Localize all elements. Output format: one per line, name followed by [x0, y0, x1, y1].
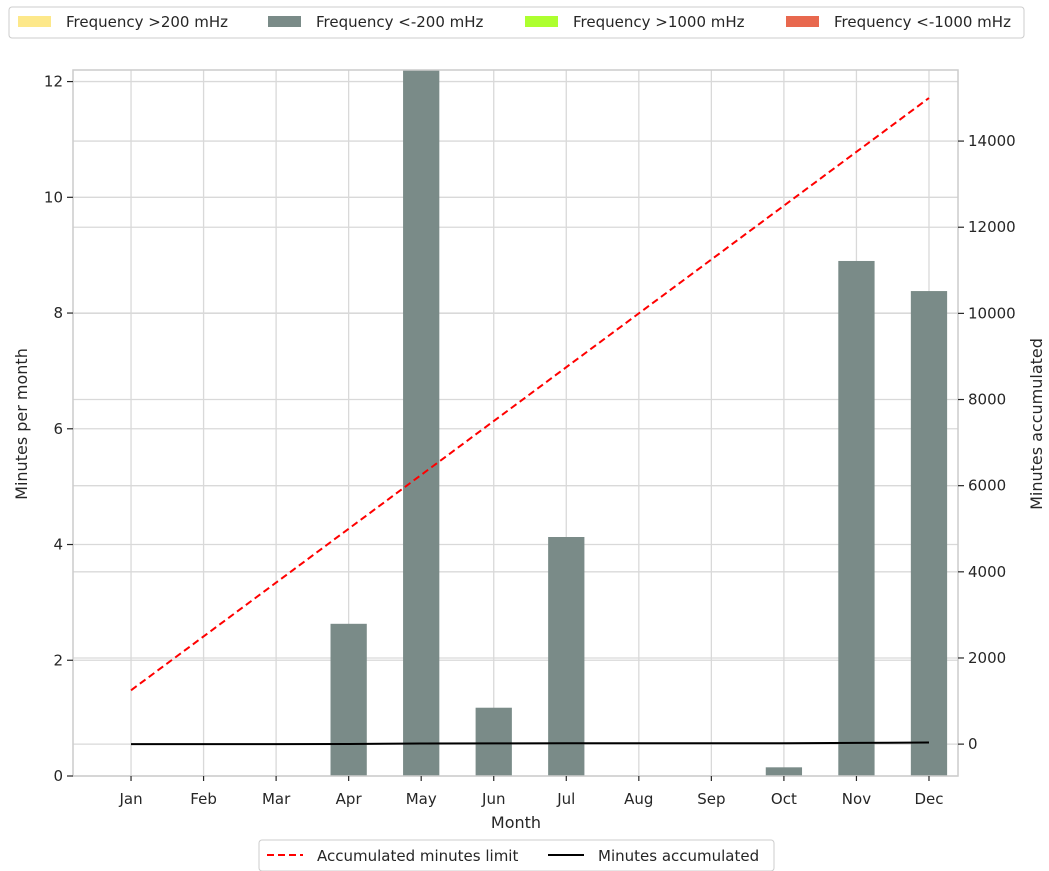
x-tick-label: Sep — [697, 790, 725, 808]
plot-frame — [72, 69, 959, 777]
y2-axis-title: Minutes accumulated — [1027, 338, 1046, 510]
legend-label: Frequency >1000 mHz — [573, 13, 745, 31]
legend-label: Frequency <-200 mHz — [316, 13, 484, 31]
series-line — [131, 741, 929, 746]
x-tick-label: Jul — [556, 790, 575, 808]
legend-label: Frequency >200 mHz — [66, 13, 228, 31]
bar — [475, 707, 512, 776]
y2-tick-label: 4000 — [968, 563, 1006, 581]
x-tick-label: Oct — [771, 790, 797, 808]
bar — [403, 70, 440, 776]
y2-tick-label: 8000 — [968, 391, 1006, 409]
x-axis-title: Month — [491, 813, 541, 832]
y2-tick-label: 14000 — [968, 132, 1016, 150]
legend-label: Frequency <-1000 mHz — [834, 13, 1011, 31]
legend-frame — [258, 839, 775, 871]
series-line — [130, 97, 930, 692]
x-tick-label: Nov — [842, 790, 871, 808]
top-legend: Frequency >200 mHz Frequency <-200 mHz Fre… — [8, 6, 1025, 39]
legend-swatch — [268, 16, 301, 27]
y-tick-label: 6 — [53, 420, 63, 438]
y-tick-label: 0 — [53, 767, 63, 785]
y-axis-ticks: 0 2 4 6 8 10 12 — [44, 73, 73, 785]
y2-tick-label: 0 — [968, 735, 978, 753]
y-tick-label: 10 — [44, 188, 63, 206]
bar — [838, 260, 875, 776]
y2-tick-label: 2000 — [968, 649, 1006, 667]
bar — [330, 623, 367, 776]
bar — [910, 291, 948, 776]
legend-swatch — [18, 16, 51, 27]
y2-tick-label: 12000 — [968, 218, 1016, 236]
legend-frame — [8, 6, 1025, 39]
x-tick-label: Jun — [481, 790, 505, 808]
bottom-legend: Accumulated minutes limit Minutes accumul… — [258, 839, 775, 871]
bar — [548, 537, 585, 776]
x-tick-label: Dec — [914, 790, 943, 808]
y-tick-label: 2 — [53, 651, 63, 669]
x-axis-ticks: Jan Feb Mar Apr May Jun Jul Aug Sep Oct Nov Dec — [118, 776, 943, 808]
x-tick-label: Feb — [190, 790, 217, 808]
x-tick-label: Aug — [624, 790, 653, 808]
x-tick-label: Mar — [262, 790, 291, 808]
y2-tick-label: 6000 — [968, 477, 1006, 495]
y-tick-label: 8 — [53, 304, 63, 322]
legend-label: Accumulated minutes limit — [317, 847, 518, 865]
legend-swatch — [525, 16, 558, 27]
y2-axis-ticks: 0 2000 4000 6000 8000 10000 12000 14000 — [958, 132, 1016, 753]
legend-label: Minutes accumulated — [598, 847, 759, 865]
y-tick-label: 4 — [53, 536, 63, 554]
y2-tick-label: 10000 — [968, 304, 1016, 322]
lines — [130, 97, 930, 746]
bars — [330, 70, 948, 776]
legend-swatch — [786, 16, 819, 27]
x-tick-label: Jan — [118, 790, 142, 808]
x-tick-label: Apr — [336, 790, 363, 808]
x-tick-label: May — [406, 790, 437, 808]
bar — [765, 767, 803, 776]
y-axis-title: Minutes per month — [12, 348, 31, 500]
y-tick-label: 12 — [44, 73, 63, 91]
